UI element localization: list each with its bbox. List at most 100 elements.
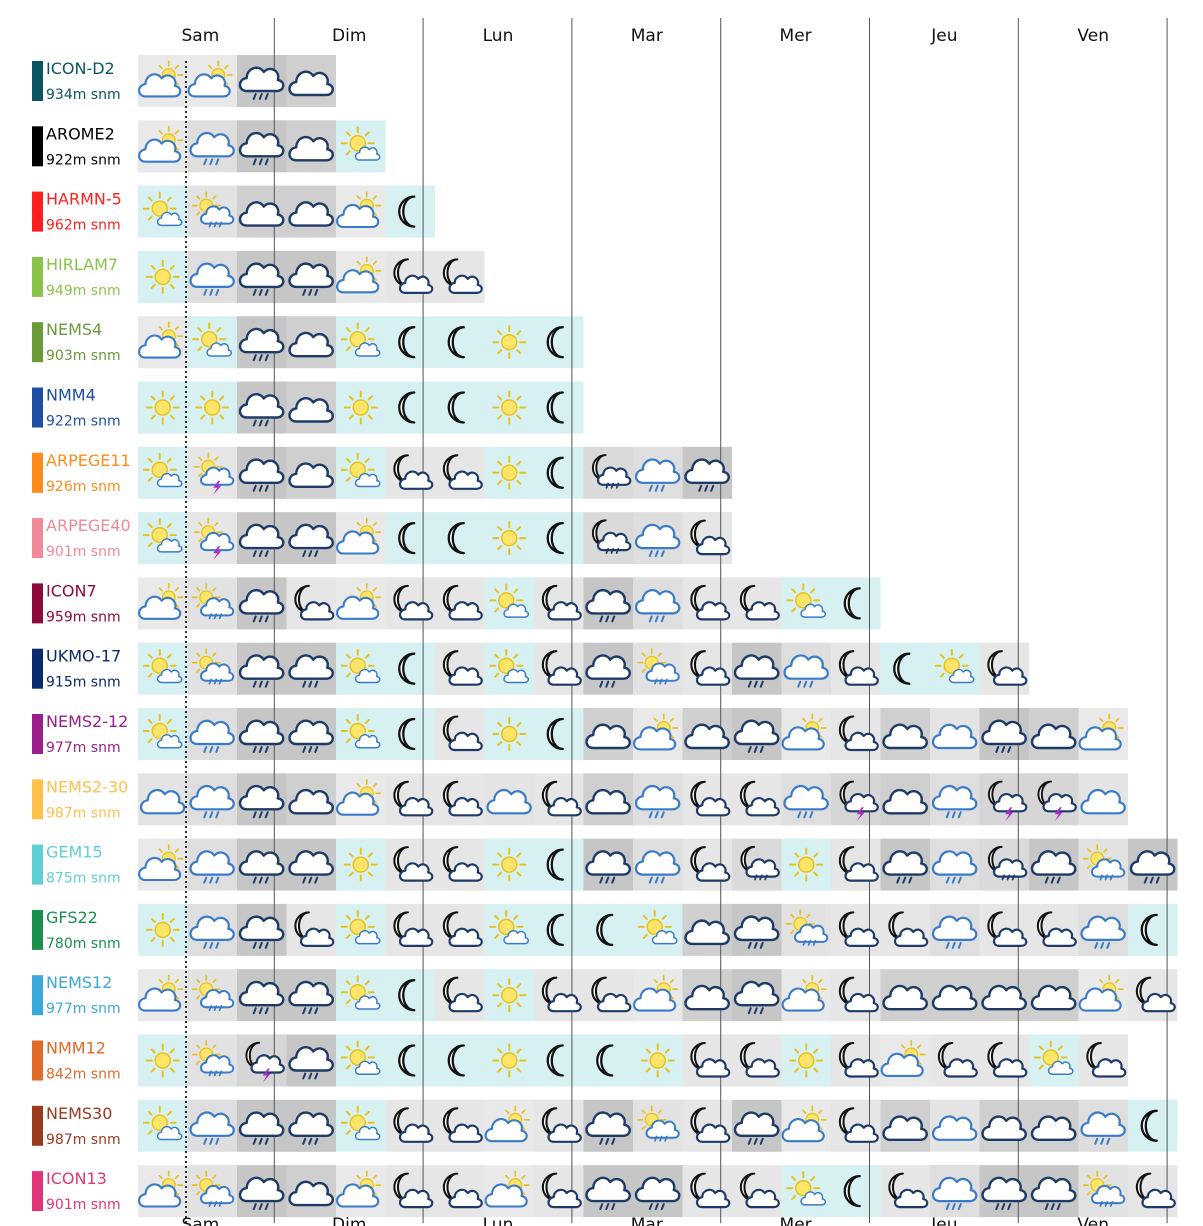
- model-altitude: 987m snm: [46, 805, 121, 821]
- forecast-band: [534, 316, 584, 369]
- sun-icon: [145, 259, 180, 294]
- day-label-top: Jeu: [930, 26, 957, 46]
- model-altitude: 780m snm: [46, 936, 121, 952]
- forecast-band: [435, 1034, 485, 1087]
- day-label-bottom: Dim: [332, 1215, 366, 1226]
- day-label-top: Lun: [483, 26, 514, 46]
- model-color-swatch: [32, 648, 43, 689]
- model-name: GFS22: [46, 908, 98, 927]
- forecast-band: [385, 185, 435, 238]
- model-name: ICON-D2: [46, 59, 115, 78]
- sun-icon: [492, 455, 527, 490]
- model-color-swatch: [32, 191, 43, 232]
- day-label-bottom: Mar: [631, 1215, 663, 1226]
- model-altitude: 987m snm: [46, 1132, 121, 1148]
- forecast-band: [385, 512, 435, 565]
- sun-icon: [492, 978, 527, 1013]
- model-name: ICON7: [46, 581, 97, 600]
- model-name: GEM15: [46, 843, 103, 862]
- forecast-band: [534, 903, 584, 956]
- model-altitude: 875m snm: [46, 871, 121, 887]
- model-color-swatch: [32, 1105, 43, 1146]
- sun-icon: [492, 717, 527, 751]
- forecast-band: [435, 381, 485, 434]
- model-color-swatch: [32, 452, 43, 493]
- model-name: HIRLAM7: [46, 255, 118, 274]
- model-color-swatch: [32, 975, 43, 1016]
- day-label-top: Mer: [780, 26, 812, 46]
- model-color-swatch: [32, 1171, 43, 1212]
- model-color-swatch: [32, 844, 43, 885]
- forecast-band: [831, 1165, 881, 1218]
- forecast-band: [534, 381, 584, 434]
- model-name: ICON13: [46, 1169, 107, 1188]
- sun-icon: [492, 521, 527, 556]
- forecast-band: [385, 381, 435, 434]
- sun-icon: [492, 390, 527, 425]
- forecast-band: [385, 316, 435, 369]
- model-altitude: 915m snm: [46, 675, 121, 691]
- sun-icon: [492, 1043, 527, 1078]
- model-altitude: 922m snm: [46, 414, 121, 430]
- forecast-band: [1128, 903, 1178, 956]
- forecast-band: [534, 1034, 584, 1087]
- model-labels-layer: ICON-D2 934m snm AROME2 922m snm HARMN-5 962m…: [32, 59, 131, 1213]
- model-name: NEMS12: [46, 973, 112, 992]
- model-color-swatch: [32, 322, 43, 363]
- forecast-band: [435, 512, 485, 565]
- model-name: NEMS30: [46, 1104, 112, 1123]
- sun-icon: [492, 847, 527, 882]
- forecast-band: [534, 708, 584, 760]
- day-labels-layer: Sam Sam Dim Dim Lun Lun Mar Mar Mer Mer Jeu Jeu Ven V…: [182, 26, 1109, 1226]
- sun-icon: [343, 390, 378, 425]
- day-label-top: Ven: [1077, 26, 1109, 46]
- model-name: NMM4: [46, 386, 96, 405]
- model-altitude: 962m snm: [46, 218, 121, 234]
- model-color-swatch: [32, 61, 43, 101]
- forecast-band: [385, 708, 435, 760]
- sun-icon: [789, 847, 824, 882]
- model-name: AROME2: [46, 124, 115, 143]
- model-color-swatch: [32, 387, 43, 428]
- model-altitude: 903m snm: [46, 348, 121, 364]
- model-name: NEMS2-12: [46, 712, 128, 731]
- model-color-swatch: [32, 714, 43, 754]
- model-name: HARMN-5: [46, 190, 122, 209]
- day-label-top: Sam: [182, 26, 220, 46]
- model-color-swatch: [32, 909, 43, 950]
- day-label-bottom: Mer: [780, 1215, 812, 1226]
- sun-icon: [343, 847, 378, 882]
- model-altitude: 977m snm: [46, 740, 121, 756]
- model-altitude: 922m snm: [46, 152, 121, 168]
- forecast-band: [880, 642, 930, 695]
- sun-icon: [195, 390, 230, 425]
- forecast-band: [583, 1034, 633, 1087]
- model-color-swatch: [32, 256, 43, 297]
- forecast-band: [385, 969, 435, 1022]
- sun-icon: [789, 1043, 824, 1078]
- model-altitude: 926m snm: [46, 479, 121, 495]
- model-color-swatch: [32, 518, 43, 559]
- sun-icon: [640, 1043, 675, 1078]
- forecast-band: [534, 838, 584, 891]
- model-color-swatch: [32, 1040, 43, 1081]
- day-label-top: Dim: [332, 26, 366, 46]
- model-name: NMM12: [46, 1039, 106, 1058]
- forecast-band: [435, 316, 485, 369]
- forecast-band: [583, 903, 633, 956]
- forecast-band: [534, 512, 584, 565]
- day-label-bottom: Lun: [483, 1215, 514, 1226]
- sun-icon: [145, 390, 180, 425]
- model-name: NEMS2-30: [46, 777, 128, 796]
- row-bands-layer: [138, 55, 1178, 1218]
- day-label-bottom: Ven: [1077, 1215, 1109, 1226]
- model-altitude: 959m snm: [46, 609, 121, 625]
- model-altitude: 842m snm: [46, 1067, 121, 1083]
- model-name: NEMS4: [46, 320, 102, 339]
- model-altitude: 977m snm: [46, 1001, 121, 1017]
- model-name: UKMO-17: [46, 647, 121, 666]
- model-altitude: 934m snm: [46, 87, 121, 103]
- sun-icon: [145, 1043, 180, 1078]
- forecast-band: [1128, 1099, 1178, 1152]
